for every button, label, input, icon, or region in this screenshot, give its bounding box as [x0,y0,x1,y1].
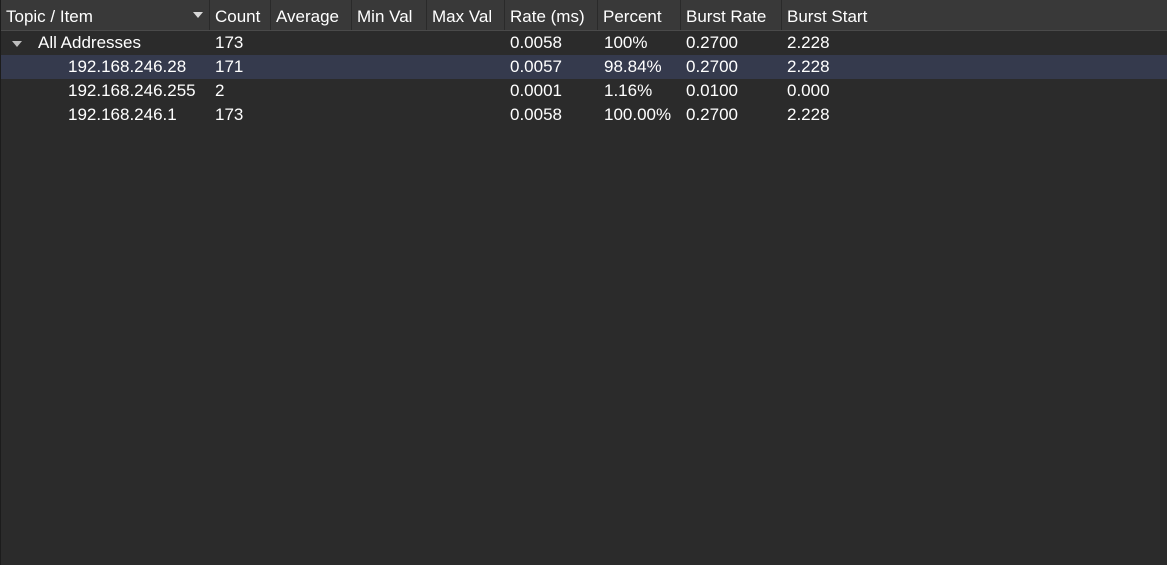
column-header-min-val-label: Min Val [357,7,413,26]
row-topic: 192.168.246.28 [68,57,187,76]
column-header-average-label: Average [276,7,340,26]
row-percent: 1.16% [604,81,653,100]
row-percent: 98.84% [604,57,662,76]
row-rate: 0.0001 [510,81,562,100]
row-count: 173 [215,33,244,52]
column-header-count-label: Count [215,7,261,26]
row-rate: 0.0058 [510,33,562,52]
column-header-percent-label: Percent [603,7,662,26]
row-rate: 0.0057 [510,57,562,76]
column-header-percent[interactable]: Percent [598,0,681,30]
row-burst-rate: 0.2700 [686,33,738,52]
column-header-bar: Topic / Item Count Average Min Val Max V… [1,0,1167,31]
row-burst-start: 2.228 [787,57,830,76]
row-burst-rate: 0.0100 [686,81,738,100]
row-average [271,31,276,55]
tree-row-address[interactable]: 192.168.246.28 171 0.0057 98.84% 0.2700 … [1,55,1167,79]
column-header-rate-label: Rate (ms) [510,7,585,26]
column-header-burst-rate[interactable]: Burst Rate [681,0,782,30]
column-header-count[interactable]: Count [210,0,271,30]
column-header-max-val-label: Max Val [432,7,493,26]
row-topic: 192.168.246.255 [68,81,196,100]
column-header-rate[interactable]: Rate (ms) [505,0,598,30]
column-header-max-val[interactable]: Max Val [427,0,505,30]
row-max-val [427,31,432,55]
column-header-burst-rate-label: Burst Rate [686,7,767,26]
row-count: 173 [215,105,244,124]
row-min-val [352,103,357,127]
row-average [271,103,276,127]
row-percent: 100.00% [604,105,672,124]
row-burst-start: 2.228 [787,33,830,52]
row-average [271,79,276,103]
chevron-down-icon[interactable] [193,12,203,18]
column-header-min-val[interactable]: Min Val [352,0,427,30]
row-max-val [427,103,432,127]
tree-row-all-addresses[interactable]: All Addresses 173 0.0058 100% 0.2700 2.2… [1,31,1167,55]
row-max-val [427,79,432,103]
row-rate: 0.0058 [510,105,562,124]
column-header-average[interactable]: Average [271,0,352,30]
row-average [271,55,276,79]
tree-row-address[interactable]: 192.168.246.1 173 0.0058 100.00% 0.2700 … [1,103,1167,127]
row-burst-rate: 0.2700 [686,57,738,76]
row-burst-start: 2.228 [787,105,830,124]
row-percent: 100% [604,33,648,52]
column-header-burst-start-label: Burst Start [787,7,868,26]
row-burst-rate: 0.2700 [686,105,738,124]
expand-arrow-icon[interactable] [12,41,22,47]
row-topic: 192.168.246.1 [68,105,177,124]
column-header-burst-start[interactable]: Burst Start [782,0,1167,30]
column-header-topic-label: Topic / Item [6,7,93,26]
row-max-val [427,55,432,79]
row-min-val [352,31,357,55]
column-header-topic[interactable]: Topic / Item [1,0,210,30]
tree-row-address[interactable]: 192.168.246.255 2 0.0001 1.16% 0.0100 0.… [1,79,1167,103]
row-burst-start: 0.000 [787,81,830,100]
row-min-val [352,55,357,79]
row-min-val [352,79,357,103]
row-count: 171 [215,57,244,76]
row-topic: All Addresses [38,33,141,52]
row-count: 2 [215,81,225,100]
